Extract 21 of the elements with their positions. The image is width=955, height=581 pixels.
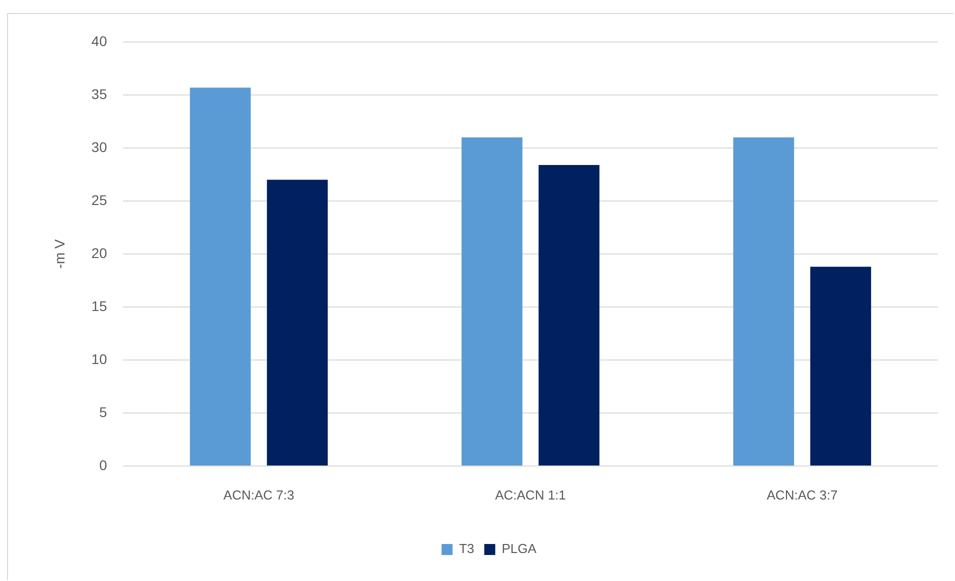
y-tick-label: 10 <box>91 350 108 367</box>
bar <box>810 266 872 466</box>
y-tick-label: 25 <box>91 192 108 208</box>
y-tick-label: 40 <box>91 32 108 49</box>
y-tick-label: 35 <box>91 86 108 102</box>
y-tick-label: 5 <box>99 404 108 420</box>
x-tick-label: AC:ACN 1:1 <box>495 487 566 502</box>
legend-label: PLGA <box>502 541 537 556</box>
y-axis-title: -m V <box>51 238 68 269</box>
y-tick-label: 20 <box>91 244 108 261</box>
bar <box>190 88 251 466</box>
y-tick-label: 30 <box>91 138 108 155</box>
bar <box>538 164 600 466</box>
bar <box>733 137 794 466</box>
bar <box>462 137 522 466</box>
x-tick-label: ACN:AC 3:7 <box>766 487 838 502</box>
y-tick-label: 15 <box>91 298 108 314</box>
bar <box>266 180 328 466</box>
x-tick-label: ACN:AC 7:3 <box>223 487 294 502</box>
y-tick-label: 0 <box>99 456 108 473</box>
legend-label: T3 <box>459 541 474 556</box>
